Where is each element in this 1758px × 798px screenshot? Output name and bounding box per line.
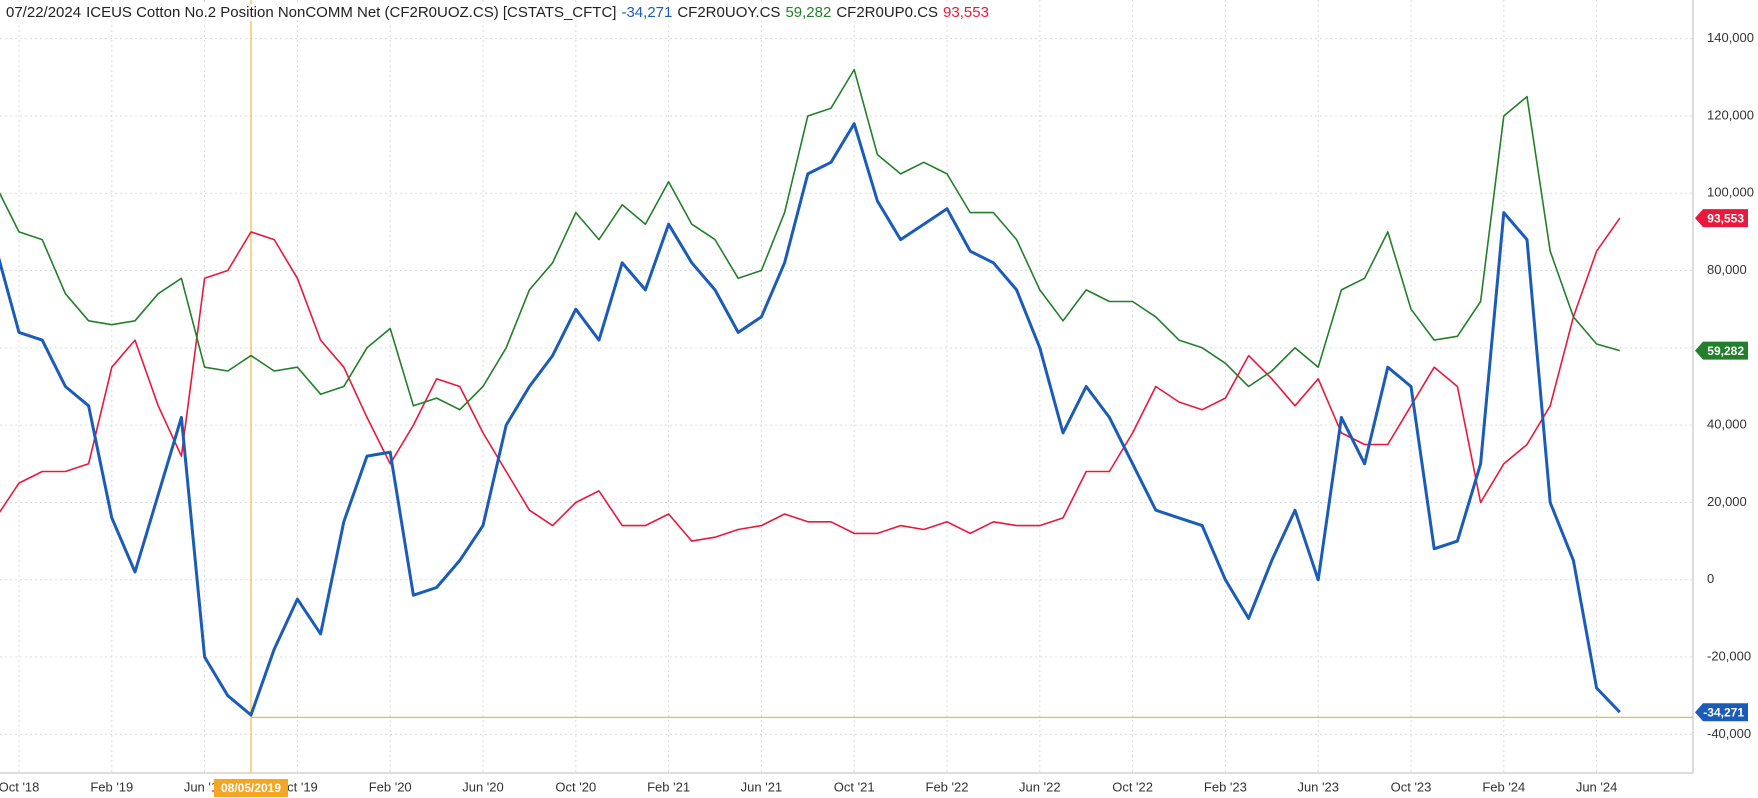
x-tick-label: Jun '21: [741, 779, 783, 794]
x-tick-label: Oct '18: [0, 779, 39, 794]
chart-header: 07/22/2024 ICEUS Cotton No.2 Position Non…: [6, 4, 994, 21]
x-tick-label: Oct '22: [1112, 779, 1153, 794]
x-tick-label: Feb '21: [647, 779, 690, 794]
y-tick-label: 120,000: [1707, 107, 1754, 122]
series-last-value: 93,553: [943, 4, 989, 21]
series-last-value: 59,282: [785, 4, 832, 21]
y-tick-label: 80,000: [1707, 262, 1747, 277]
y-tick-label: 0: [1707, 571, 1714, 586]
x-tick-label: Feb '19: [90, 779, 133, 794]
x-tick-label: Jun '23: [1297, 779, 1339, 794]
series-name: CF2R0UP0.CS: [836, 4, 939, 21]
y-tick-label: 100,000: [1707, 185, 1754, 200]
last-value-tag: -34,271: [1695, 703, 1748, 722]
x-tick-label: Feb '20: [369, 779, 412, 794]
x-tick-label: Jun '22: [1019, 779, 1061, 794]
y-tick-label: 40,000: [1707, 417, 1747, 432]
series-line: [0, 217, 1621, 542]
x-tick-label: Oct '23: [1391, 779, 1432, 794]
series-last-value: -34,271: [621, 4, 673, 21]
last-value-tag: 93,553: [1695, 209, 1748, 228]
tag-shape: [1695, 209, 1748, 228]
tag-shape: [1695, 703, 1748, 722]
x-tick-label: Jun '20: [462, 779, 504, 794]
x-tick-label: Feb '22: [926, 779, 969, 794]
x-tick-label: Feb '24: [1482, 779, 1525, 794]
last-value-tag: 59,282: [1695, 341, 1748, 360]
y-tick-label: 20,000: [1707, 494, 1747, 509]
tag-shape: [1695, 341, 1748, 360]
x-tick-label: Jun '24: [1576, 779, 1618, 794]
tag-label: 59,282: [1707, 344, 1744, 358]
crosshair-date: 08/05/2019: [221, 781, 281, 795]
y-tick-label: -40,000: [1707, 726, 1751, 741]
series-name: ICEUS Cotton No.2 Position NonCOMM Net (…: [86, 4, 617, 21]
series-line: [0, 122, 1621, 717]
y-tick-label: -20,000: [1707, 648, 1751, 663]
tag-label: -34,271: [1703, 705, 1744, 719]
x-tick-label: Oct '20: [555, 779, 596, 794]
x-tick-label: Feb '23: [1204, 779, 1247, 794]
header-date: 07/22/2024: [6, 4, 82, 21]
series-line: [0, 68, 1621, 411]
y-tick-label: 140,000: [1707, 30, 1754, 45]
tag-label: 93,553: [1707, 211, 1744, 225]
crosshair-date-box: [214, 779, 288, 797]
series-name: CF2R0UOY.CS: [677, 4, 781, 21]
x-tick-label: Oct '21: [834, 779, 875, 794]
